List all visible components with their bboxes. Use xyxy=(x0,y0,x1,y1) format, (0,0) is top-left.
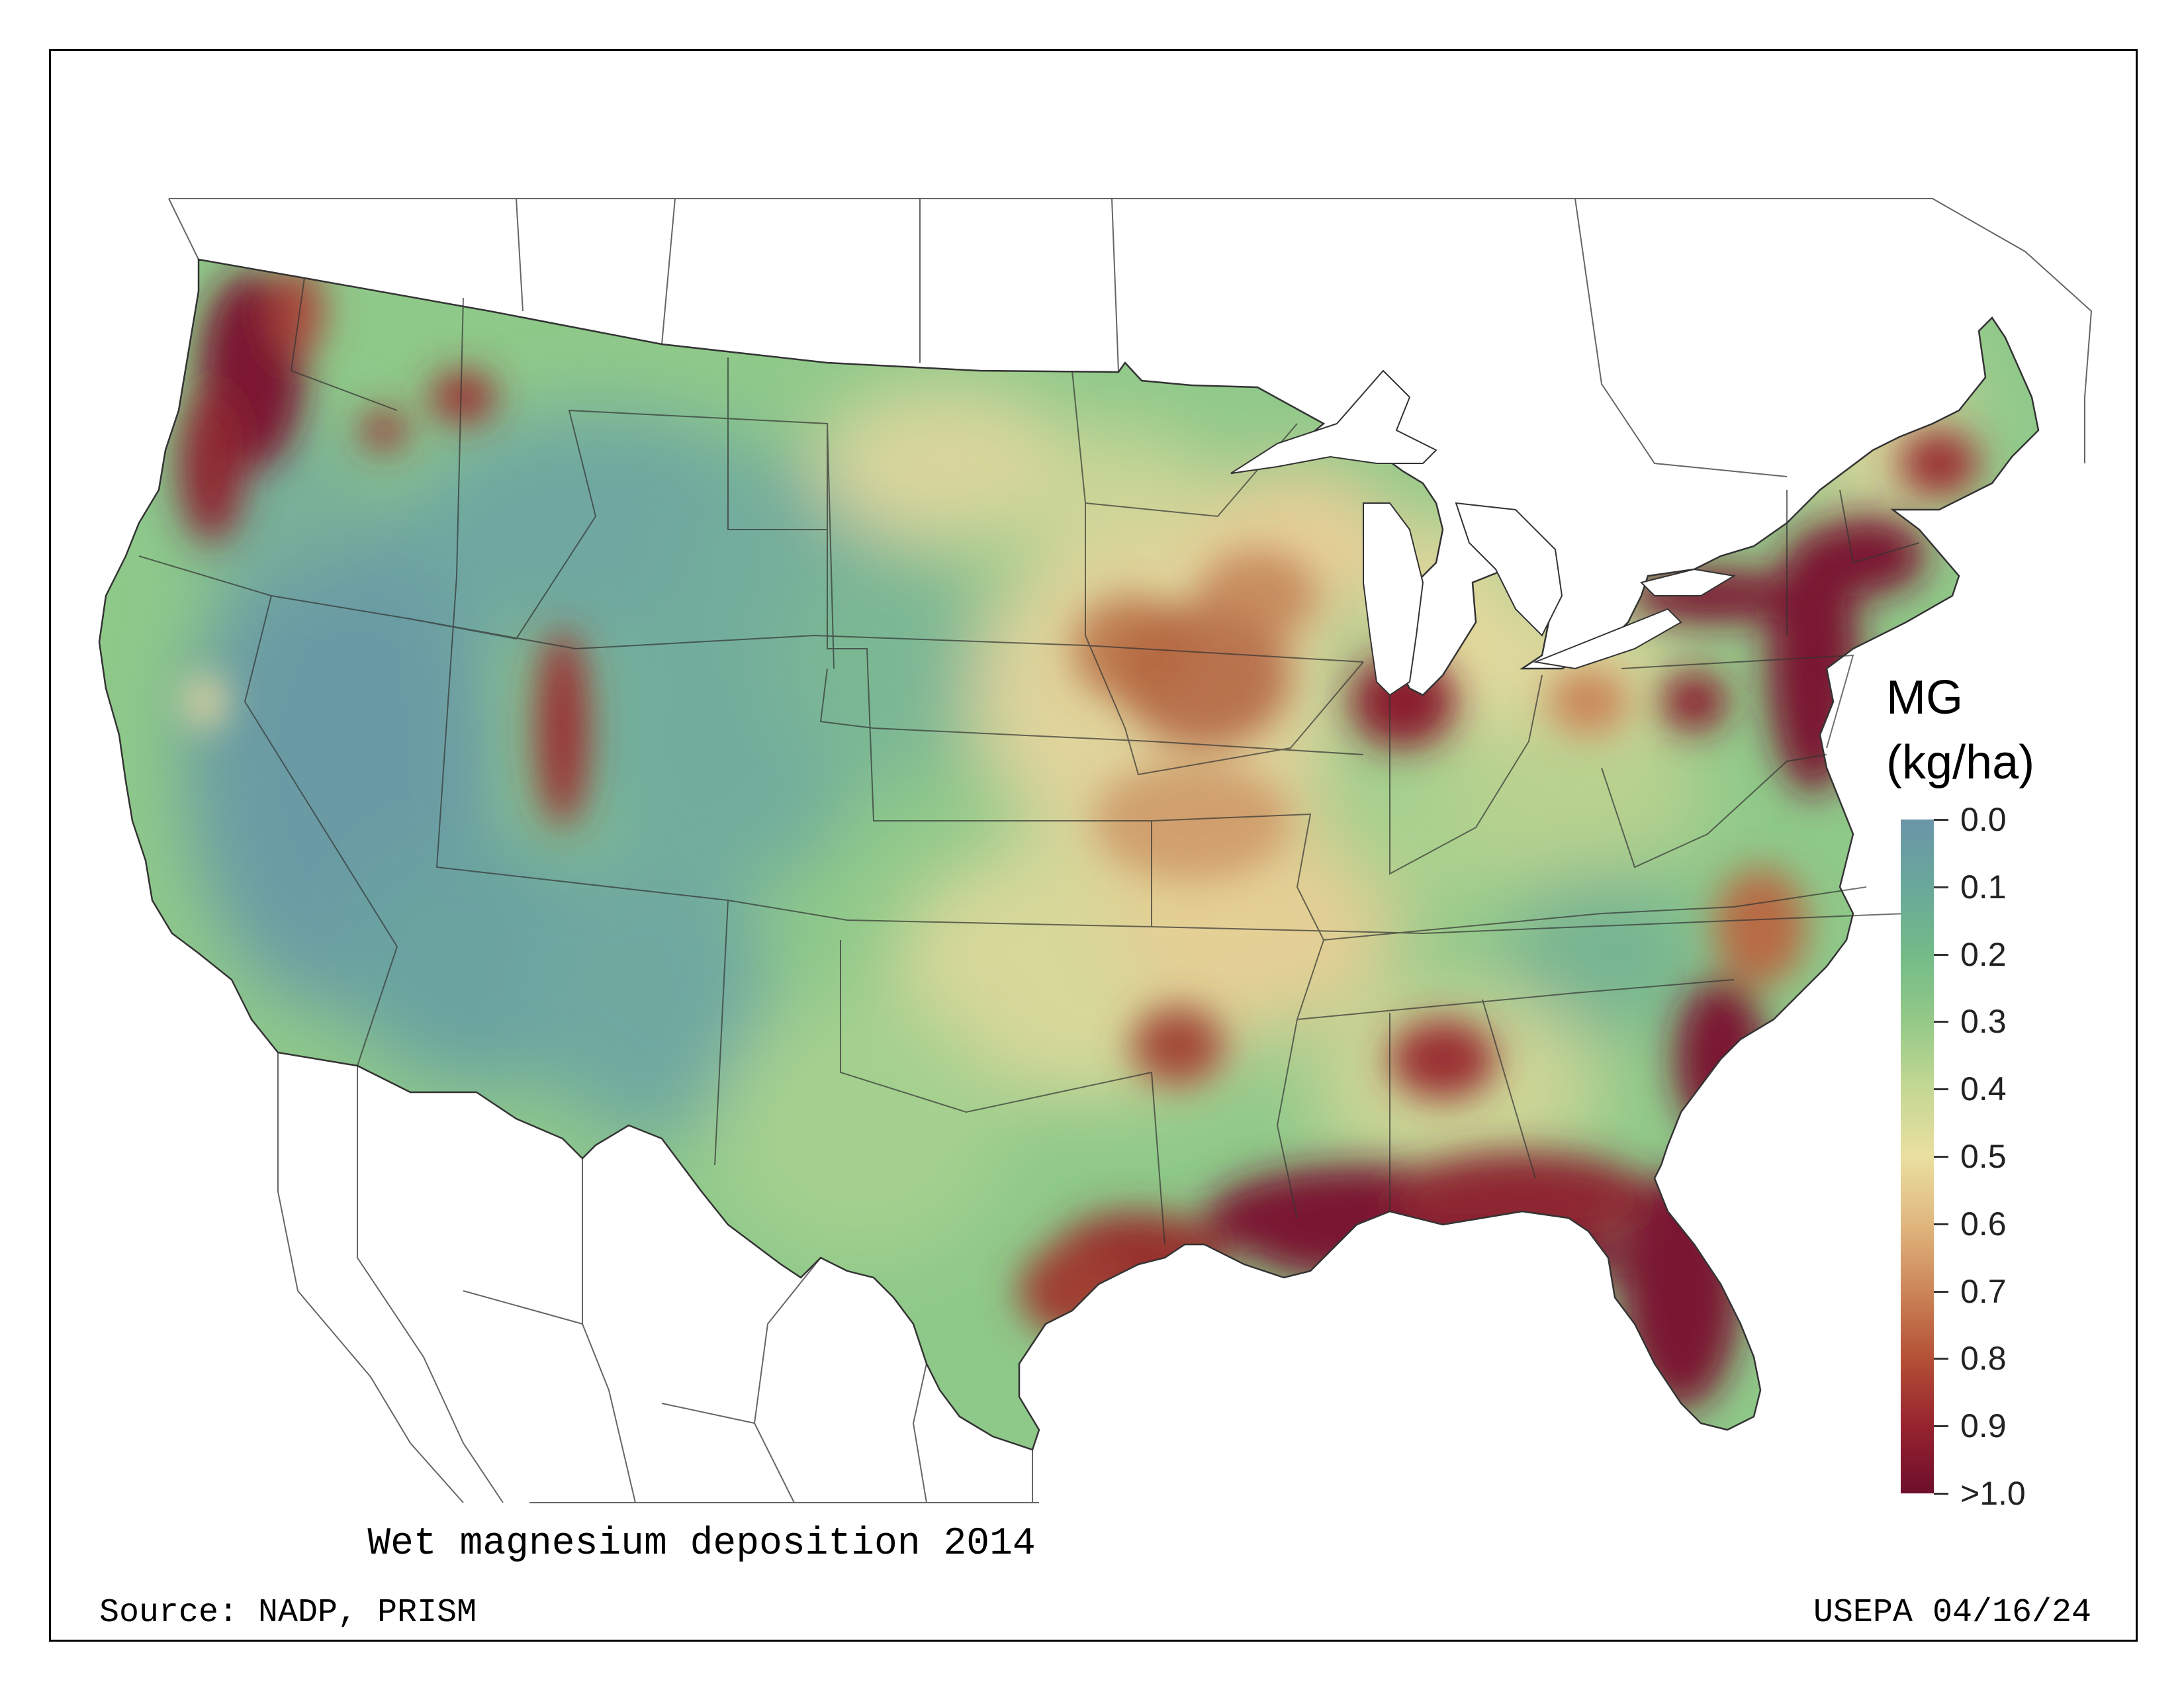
legend-tick-mark xyxy=(1934,1088,1948,1091)
legend-tick-mark xyxy=(1934,953,1948,956)
source-note: Source: NADP, PRISM xyxy=(99,1594,477,1632)
legend-tick-label: 0.9 xyxy=(1960,1407,2007,1445)
lake-superior xyxy=(1230,369,1437,474)
legend-tick-label: 0.8 xyxy=(1960,1340,2007,1378)
legend-tick-label: 0.5 xyxy=(1960,1138,2007,1175)
map-title: Wet magnesium deposition 2014 xyxy=(367,1523,1036,1566)
legend-tick-mark xyxy=(1934,1290,1948,1293)
legend-tick-label: 0.7 xyxy=(1960,1272,2007,1310)
lake-erie xyxy=(1533,608,1682,670)
legend-tick-mark xyxy=(1934,1156,1948,1158)
legend-tick-label: 0.0 xyxy=(1960,801,2007,838)
legend-tick-mark xyxy=(1934,819,1948,821)
state-boundaries xyxy=(138,277,1920,1245)
legend-title: MG (kg/ha) xyxy=(1886,665,2034,795)
great-lakes xyxy=(1230,369,1736,696)
legend-tick-label: >1.0 xyxy=(1960,1475,2026,1512)
legend-tick-label: 0.2 xyxy=(1960,935,2007,973)
legend-tick-mark xyxy=(1934,1223,1948,1225)
legend-tick-label: 0.3 xyxy=(1960,1003,2007,1041)
lake-michigan xyxy=(1363,502,1424,696)
legend-tick-mark xyxy=(1934,886,1948,888)
legend-tick-label: 0.4 xyxy=(1960,1070,2007,1108)
legend-unit: (kg/ha) xyxy=(1886,736,2035,789)
legend-tick-label: 0.6 xyxy=(1960,1205,2007,1243)
legend-tick-mark xyxy=(1934,1358,1948,1360)
legend-tick-mark xyxy=(1934,1493,1948,1495)
lake-huron xyxy=(1455,502,1563,637)
neighbor-boundaries xyxy=(168,198,2093,1503)
legend-tick-mark xyxy=(1934,1425,1948,1428)
legend-variable: MG xyxy=(1886,671,1963,724)
credit-note: USEPA 04/16/24 xyxy=(1813,1594,2091,1632)
legend-colorbar xyxy=(1901,820,1934,1493)
lake-ontario xyxy=(1640,568,1736,596)
legend-tick-mark xyxy=(1934,1021,1948,1023)
legend-tick-label: 0.1 xyxy=(1960,868,2007,906)
